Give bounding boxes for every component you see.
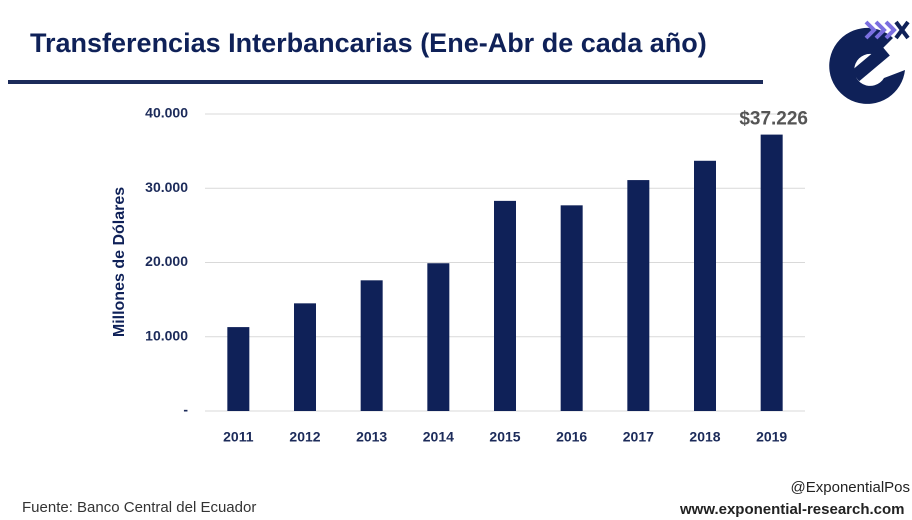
logo [829,20,910,104]
bar [227,327,250,411]
y-tick-label: 20.000 [145,253,188,269]
y-axis-title: Millones de Dólares [111,187,128,337]
x-tick-label: 2017 [623,429,654,445]
y-tick-label: 10.000 [145,327,188,343]
bar [760,134,783,411]
x-tick-label: 2018 [689,429,720,445]
x-tick-label: 2015 [489,429,520,445]
bar [427,263,450,411]
bar [294,303,316,411]
x-tick-label: 2011 [223,429,254,445]
bar [360,280,383,411]
x-tick-label: 2019 [756,429,787,445]
source-note: Fuente: Banco Central del Ecuador [22,499,256,516]
bar [494,200,516,411]
title-rule [8,80,763,84]
website: www.exponential-research.com [679,501,905,518]
x-tick-label: 2013 [356,429,387,445]
x-tick-label: 2016 [556,429,587,445]
data-label: $37.226 [739,109,808,130]
bar [694,160,716,411]
chart-title: Transferencias Interbancarias (Ene-Abr d… [30,28,707,58]
y-tick-label: 40.000 [145,105,188,121]
x-tick-label: 2012 [289,429,320,445]
x-tick-label: 2014 [423,429,454,445]
bar [627,180,650,411]
bar [560,205,583,411]
handle: @ExponentialPos [791,479,910,496]
y-tick-label: 30.000 [145,179,188,195]
y-tick-label: - [183,402,188,418]
